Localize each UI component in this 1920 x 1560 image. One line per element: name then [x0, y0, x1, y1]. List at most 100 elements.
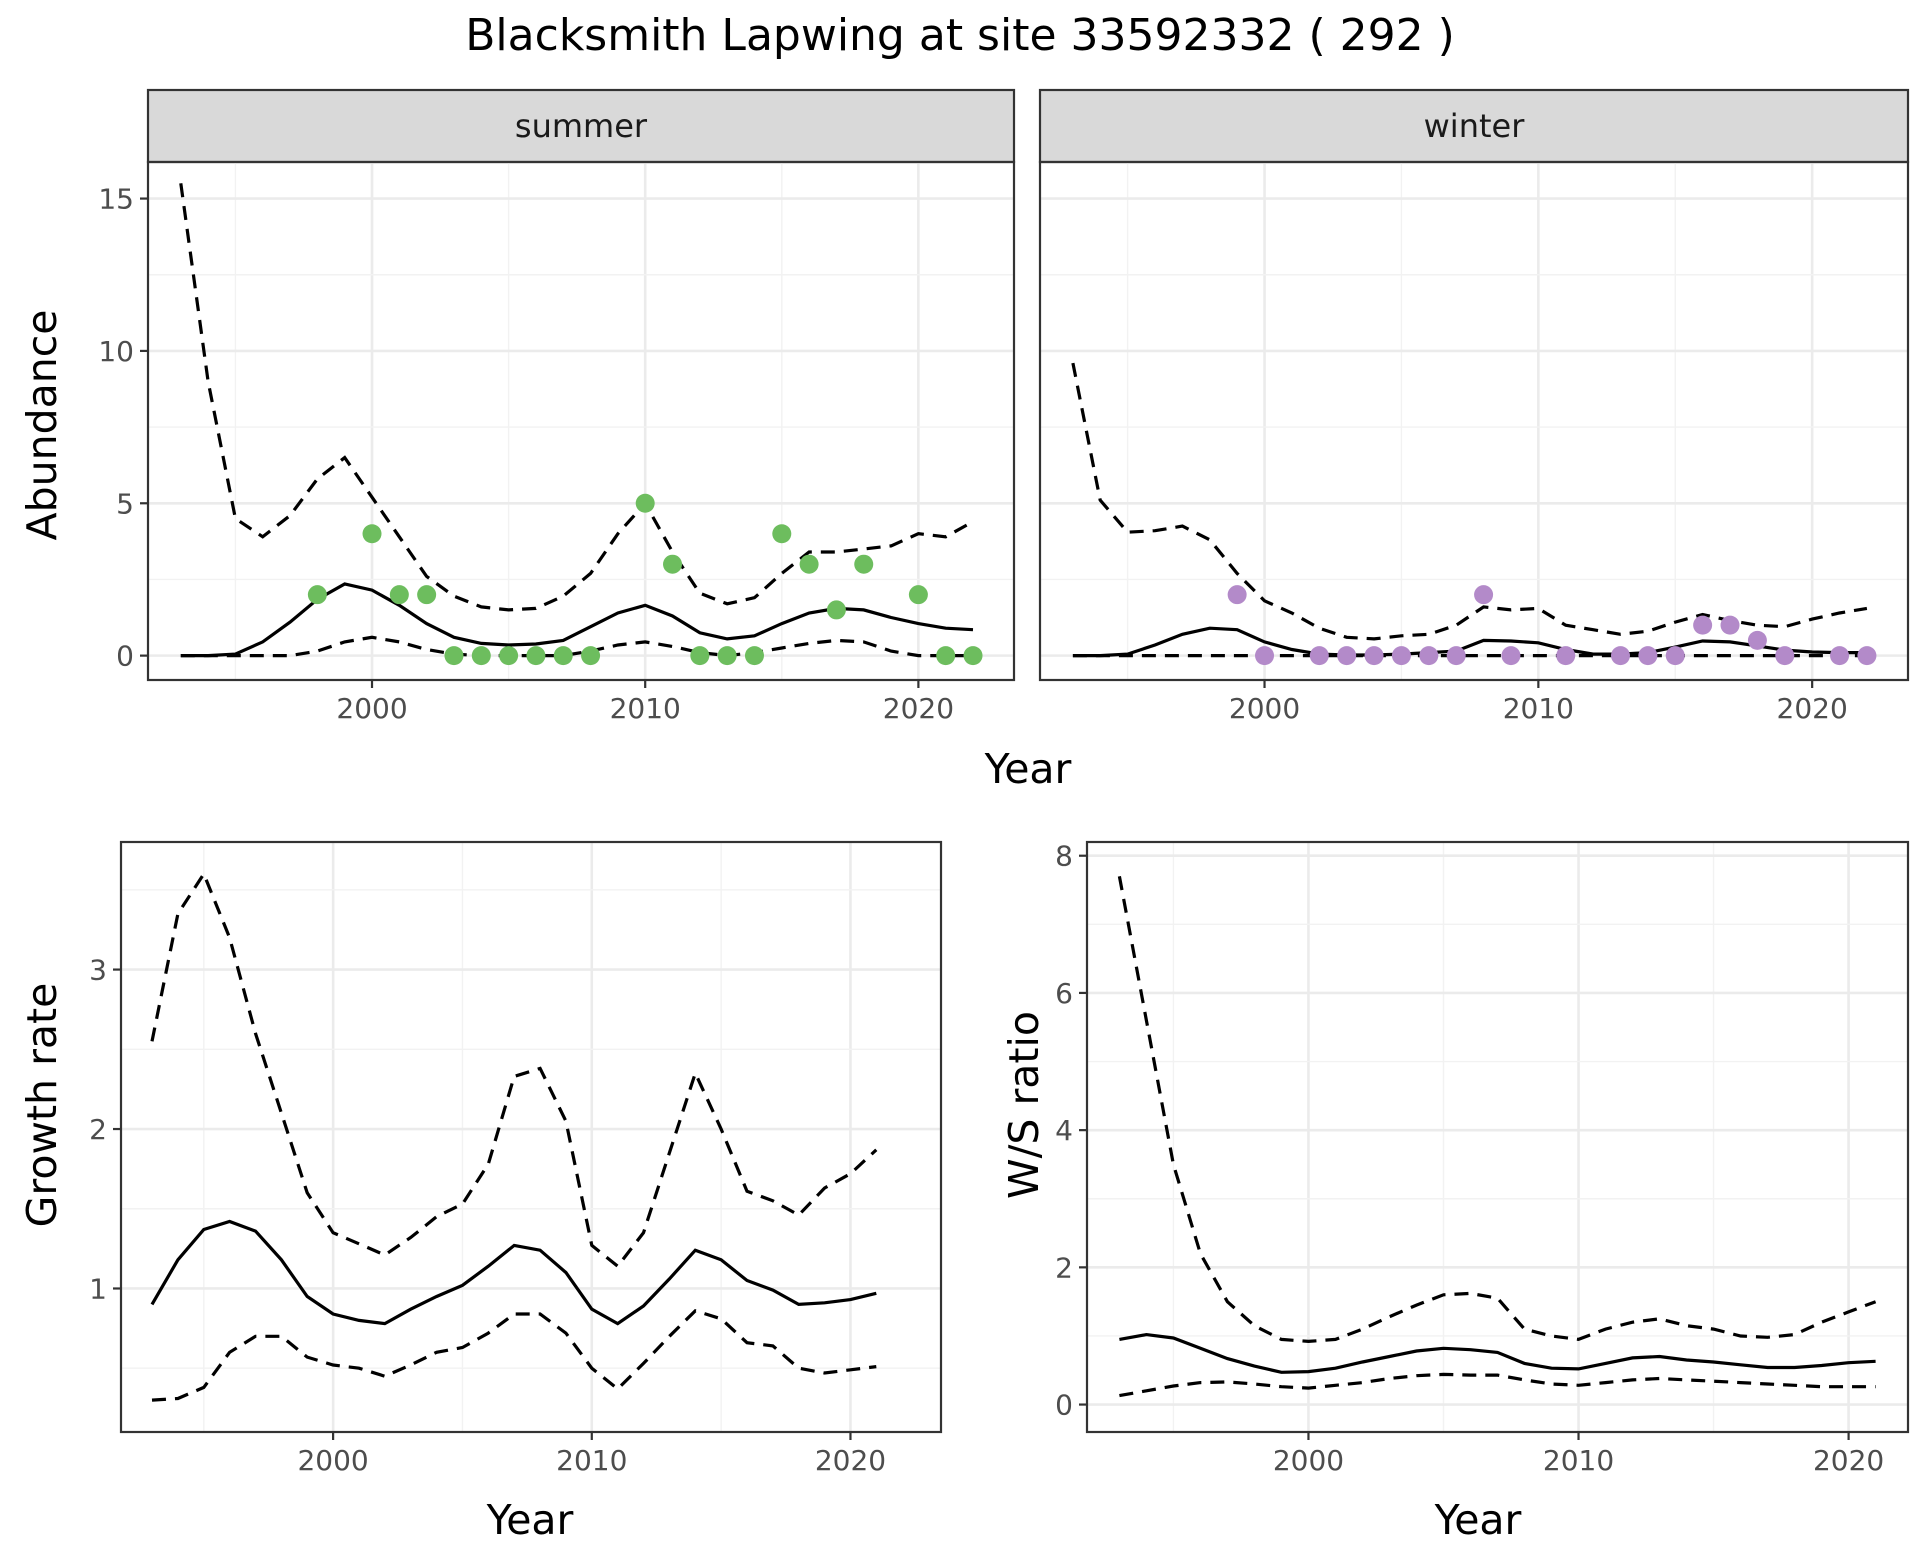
winter-upper-ci-line	[1071, 362, 1868, 641]
summer-observation-point	[471, 646, 491, 666]
winter-observation-point	[1857, 646, 1877, 666]
winter-mean-line	[1072, 626, 1867, 658]
summer-observation-point	[307, 585, 327, 605]
winter-observation-point	[1665, 646, 1685, 666]
winter-panel: 2000 2010 2020	[1038, 160, 1910, 725]
winter-strip	[1038, 88, 1910, 164]
summer-y-tick-label: 15	[98, 183, 134, 216]
ws-ratio-y-tick-label: 4	[1055, 1114, 1073, 1147]
winter-observation-point	[1830, 646, 1850, 666]
summer-y-tick-label: 0	[116, 640, 134, 673]
summer-observation-point	[772, 524, 792, 544]
winter-x-tick-label: 2000	[1229, 692, 1300, 725]
summer-observation-point	[936, 646, 956, 666]
summer-panel-border	[146, 160, 1016, 682]
winter-observation-point	[1720, 615, 1740, 635]
summer-observation-point	[908, 585, 928, 605]
ws-y-axis-title: W/S ratio	[1000, 1011, 1048, 1199]
summer-x-tick-label: 2020	[883, 692, 954, 725]
summer-observation-point	[690, 646, 710, 666]
summer-panel: 2000 2010 2020 0 5 10 15	[98, 160, 1016, 725]
summer-gridlines	[148, 162, 1014, 680]
summer-observation-point	[417, 585, 437, 605]
winter-observation-point	[1446, 646, 1466, 666]
figure-title: Blacksmith Lapwing at site 33592332 ( 29…	[465, 10, 1454, 61]
growth-x-axis-title: Year	[486, 1496, 574, 1544]
summer-observation-point	[663, 554, 683, 574]
summer-mean-line	[180, 582, 974, 658]
winter-x-tick-label: 2010	[1503, 692, 1574, 725]
summer-strip-label: summer	[515, 107, 648, 145]
winter-observation-point	[1337, 646, 1357, 666]
ws-ratio-lower-ci-line	[1119, 1372, 1876, 1398]
ws-ratio-gridlines	[1087, 842, 1908, 1432]
ws-ratio-y-tick-label: 2	[1055, 1251, 1073, 1284]
abundance-y-axis-title: Abundance	[18, 310, 66, 541]
abundance-chart: summer 2000 2010 2020 0 5 10 15 winter 2000 201…	[18, 88, 1910, 793]
ws-ratio-x-tick-label: 2010	[1543, 1444, 1614, 1477]
winter-observation-point	[1255, 646, 1275, 666]
summer-observation-point	[526, 646, 546, 666]
winter-observation-point	[1419, 646, 1439, 666]
winter-observation-point	[1501, 646, 1521, 666]
winter-observation-point	[1364, 646, 1384, 666]
winter-gridlines	[1040, 162, 1908, 680]
ws-ratio-panel-border	[1085, 840, 1910, 1434]
winter-x-tick-label: 2020	[1777, 692, 1848, 725]
summer-facet: summer 2000 2010 2020 0 5 10 15	[98, 88, 1016, 725]
summer-x-tick-label: 2000	[336, 692, 407, 725]
summer-observation-point	[854, 554, 874, 574]
ws-ratio-chart: 2000 2010 2020 0 2 4 6 8 W/S ratio Year	[1000, 840, 1910, 1544]
growth-y-tick-label: 3	[89, 954, 107, 987]
winter-observation-point	[1638, 646, 1658, 666]
ws-ratio-y-tick-label: 8	[1055, 840, 1073, 873]
summer-strip	[146, 88, 1016, 164]
growth-y-tick-label: 1	[89, 1272, 107, 1305]
summer-lower-ci-line	[180, 635, 973, 658]
ws-ratio-x-tick-label: 2000	[1273, 1444, 1344, 1477]
winter-strip-label: winter	[1424, 107, 1526, 145]
ws-ratio-panel: 2000 2010 2020 0 2 4 6 8	[1055, 840, 1910, 1477]
summer-observation-point	[553, 646, 573, 666]
winter-observation-point	[1309, 646, 1329, 666]
summer-observation-point	[362, 524, 382, 544]
growth-x-tick-label: 2010	[556, 1444, 627, 1477]
summer-observation-point	[499, 646, 519, 666]
winter-observation-point	[1474, 585, 1494, 605]
winter-observation-point	[1610, 646, 1630, 666]
summer-observation-point	[635, 493, 655, 513]
growth-x-tick-label: 2020	[815, 1444, 886, 1477]
summer-observation-point	[444, 646, 464, 666]
summer-upper-ci-line	[179, 183, 974, 612]
growth-upper-ci-line	[150, 870, 878, 1269]
growth-panel-border	[119, 840, 943, 1434]
winter-observation-point	[1747, 630, 1767, 650]
summer-observation-point	[744, 646, 764, 666]
ws-ratio-upper-ci-line	[1117, 876, 1877, 1344]
summer-observation-point	[581, 646, 601, 666]
growth-mean-line	[150, 1219, 877, 1326]
summer-observation-point	[826, 600, 846, 620]
growth-y-axis-title: Growth rate	[18, 983, 66, 1228]
summer-observation-point	[799, 554, 819, 574]
summer-y-tick-label: 5	[116, 487, 134, 520]
ws-ratio-y-tick-label: 6	[1055, 977, 1073, 1010]
summer-y-tick-label: 10	[98, 335, 134, 368]
summer-observation-point	[389, 585, 409, 605]
growth-gridlines	[121, 842, 941, 1432]
growth-x-tick-label: 2000	[297, 1444, 368, 1477]
summer-x-tick-label: 2010	[610, 692, 681, 725]
summer-observation-point	[717, 646, 737, 666]
winter-panel-border	[1038, 160, 1910, 682]
winter-observation-point	[1227, 585, 1247, 605]
winter-observation-point	[1556, 646, 1576, 666]
winter-facet: winter 2000 2010 2020	[1038, 88, 1910, 725]
winter-observation-point	[1391, 646, 1411, 666]
abundance-x-axis-title: Year	[984, 745, 1072, 793]
winter-observation-point	[1775, 646, 1795, 666]
ws-ratio-y-tick-label: 0	[1055, 1389, 1073, 1422]
growth-rate-panel: 2000 2010 2020 1 2 3	[89, 840, 943, 1477]
ws-ratio-x-tick-label: 2020	[1813, 1444, 1884, 1477]
growth-lower-ci-line	[151, 1308, 877, 1402]
